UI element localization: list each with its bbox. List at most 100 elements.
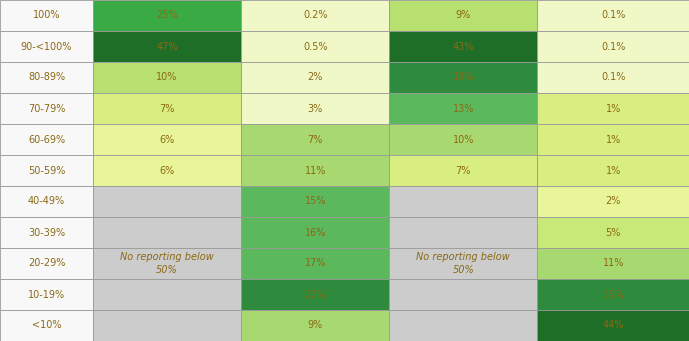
Bar — [93, 279, 241, 310]
Bar — [93, 155, 241, 186]
Text: 30-39%: 30-39% — [28, 227, 65, 237]
Bar — [537, 0, 689, 31]
Text: 7%: 7% — [455, 165, 471, 176]
Bar — [389, 217, 537, 248]
Bar — [93, 310, 241, 341]
Text: 10%: 10% — [156, 73, 178, 83]
Text: 6%: 6% — [159, 134, 175, 145]
Text: 1%: 1% — [606, 165, 621, 176]
Text: 0.5%: 0.5% — [303, 42, 327, 51]
Bar — [389, 279, 537, 310]
Bar — [537, 31, 689, 62]
Bar — [241, 310, 389, 341]
Text: 10%: 10% — [453, 134, 474, 145]
Text: 11%: 11% — [305, 165, 326, 176]
Bar — [537, 62, 689, 93]
Bar — [537, 217, 689, 248]
Text: 50-59%: 50-59% — [28, 165, 65, 176]
Bar — [0, 124, 93, 155]
Text: No reporting below
50%: No reporting below 50% — [416, 252, 511, 275]
Bar — [241, 93, 389, 124]
Bar — [537, 248, 689, 279]
Bar — [93, 93, 241, 124]
Text: 1%: 1% — [606, 134, 621, 145]
Text: 2%: 2% — [606, 196, 621, 207]
Text: 0.1%: 0.1% — [601, 42, 626, 51]
Bar — [389, 62, 537, 93]
Text: 7%: 7% — [159, 104, 175, 114]
Text: 44%: 44% — [602, 321, 624, 330]
Text: 80-89%: 80-89% — [28, 73, 65, 83]
Bar — [241, 248, 389, 279]
Text: 11%: 11% — [602, 258, 624, 268]
Text: 9%: 9% — [455, 11, 471, 20]
Bar — [93, 0, 241, 31]
Text: 2%: 2% — [307, 73, 323, 83]
Text: 25%: 25% — [156, 11, 178, 20]
Bar — [0, 248, 93, 279]
Text: 40-49%: 40-49% — [28, 196, 65, 207]
Text: 7%: 7% — [307, 134, 323, 145]
Bar — [0, 155, 93, 186]
Bar — [241, 217, 389, 248]
Bar — [241, 279, 389, 310]
Bar — [537, 93, 689, 124]
Bar — [389, 0, 537, 31]
Text: 15%: 15% — [305, 196, 326, 207]
Text: 1%: 1% — [606, 104, 621, 114]
Bar — [0, 31, 93, 62]
Text: 20%: 20% — [305, 290, 326, 299]
Text: <10%: <10% — [32, 321, 61, 330]
Text: 5%: 5% — [606, 227, 621, 237]
Text: 60-69%: 60-69% — [28, 134, 65, 145]
Bar — [93, 31, 241, 62]
Bar — [93, 186, 241, 217]
Text: 20-29%: 20-29% — [28, 258, 65, 268]
Text: 13%: 13% — [453, 104, 474, 114]
Text: 16%: 16% — [305, 227, 326, 237]
Bar — [389, 93, 537, 124]
Bar — [0, 310, 93, 341]
Text: 18%: 18% — [453, 73, 474, 83]
Text: 0.1%: 0.1% — [601, 11, 626, 20]
Bar — [389, 186, 537, 217]
Bar — [93, 124, 241, 155]
Text: No reporting below
50%: No reporting below 50% — [120, 252, 214, 275]
Bar — [241, 186, 389, 217]
Text: 43%: 43% — [453, 42, 474, 51]
Text: 70-79%: 70-79% — [28, 104, 65, 114]
Bar — [537, 155, 689, 186]
Bar — [93, 248, 241, 279]
Bar — [537, 124, 689, 155]
Bar — [537, 310, 689, 341]
Bar — [241, 0, 389, 31]
Text: 3%: 3% — [307, 104, 323, 114]
Bar — [389, 155, 537, 186]
Bar — [389, 124, 537, 155]
Text: 35%: 35% — [602, 290, 624, 299]
Bar — [0, 62, 93, 93]
Bar — [93, 62, 241, 93]
Bar — [537, 186, 689, 217]
Bar — [0, 186, 93, 217]
Bar — [0, 217, 93, 248]
Text: 0.1%: 0.1% — [601, 73, 626, 83]
Bar — [537, 279, 689, 310]
Bar — [389, 248, 537, 279]
Bar — [241, 31, 389, 62]
Bar — [241, 155, 389, 186]
Bar — [93, 217, 241, 248]
Bar — [389, 310, 537, 341]
Bar — [0, 279, 93, 310]
Bar — [389, 31, 537, 62]
Text: 47%: 47% — [156, 42, 178, 51]
Bar — [0, 0, 93, 31]
Text: 100%: 100% — [33, 11, 60, 20]
Bar — [241, 62, 389, 93]
Text: 6%: 6% — [159, 165, 175, 176]
Bar — [241, 124, 389, 155]
Text: 90-<100%: 90-<100% — [21, 42, 72, 51]
Text: 9%: 9% — [307, 321, 323, 330]
Text: 17%: 17% — [305, 258, 326, 268]
Text: 0.2%: 0.2% — [303, 11, 327, 20]
